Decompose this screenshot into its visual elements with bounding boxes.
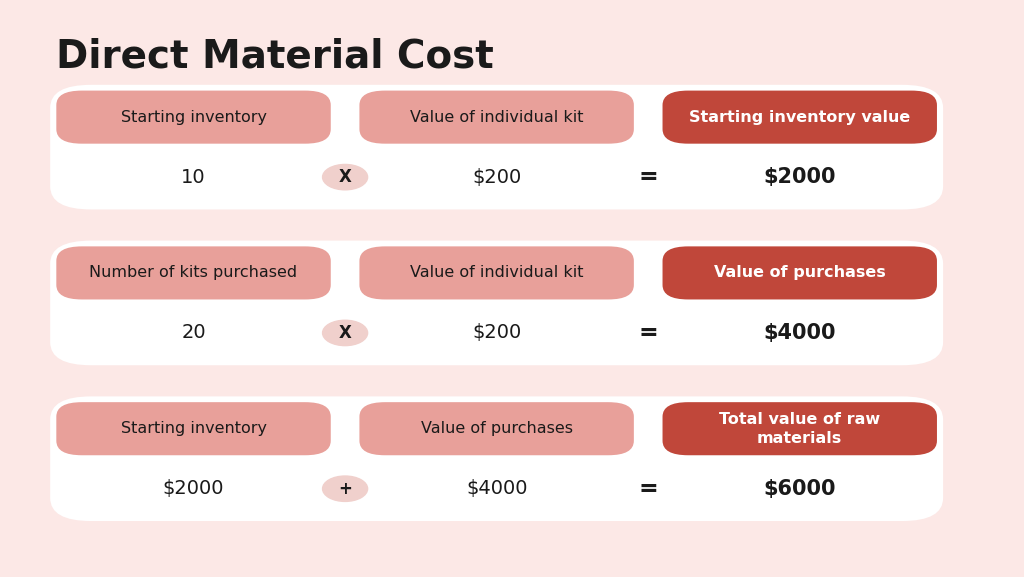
Text: =: = [638, 477, 658, 501]
Circle shape [323, 320, 368, 346]
Text: Starting inventory value: Starting inventory value [689, 110, 910, 125]
Text: Total value of raw
materials: Total value of raw materials [719, 412, 881, 445]
FancyBboxPatch shape [663, 246, 937, 299]
Text: Number of kits purchased: Number of kits purchased [89, 265, 298, 280]
FancyBboxPatch shape [56, 91, 331, 144]
Text: Value of purchases: Value of purchases [714, 265, 886, 280]
Text: +: + [338, 479, 352, 498]
Text: Direct Material Cost: Direct Material Cost [56, 38, 494, 76]
Text: $200: $200 [472, 324, 521, 342]
FancyBboxPatch shape [359, 246, 634, 299]
FancyBboxPatch shape [663, 91, 937, 144]
Text: $200: $200 [472, 168, 521, 186]
Text: Value of individual kit: Value of individual kit [410, 110, 584, 125]
Text: Value of individual kit: Value of individual kit [410, 265, 584, 280]
FancyBboxPatch shape [359, 402, 634, 455]
FancyBboxPatch shape [56, 246, 331, 299]
Text: =: = [638, 321, 658, 345]
Text: X: X [339, 324, 351, 342]
FancyBboxPatch shape [663, 402, 937, 455]
Text: X: X [339, 168, 351, 186]
FancyBboxPatch shape [359, 91, 634, 144]
Text: 20: 20 [181, 324, 206, 342]
Text: =: = [638, 165, 658, 189]
Text: Value of purchases: Value of purchases [421, 421, 572, 436]
FancyBboxPatch shape [56, 402, 331, 455]
Circle shape [323, 476, 368, 501]
Text: $2000: $2000 [764, 167, 836, 187]
Circle shape [323, 164, 368, 190]
FancyBboxPatch shape [50, 85, 943, 209]
Text: $4000: $4000 [466, 479, 527, 498]
Text: 10: 10 [181, 168, 206, 186]
Text: $2000: $2000 [163, 479, 224, 498]
Text: $6000: $6000 [764, 479, 836, 499]
Text: Starting inventory: Starting inventory [121, 421, 266, 436]
FancyBboxPatch shape [50, 241, 943, 365]
Text: Starting inventory: Starting inventory [121, 110, 266, 125]
FancyBboxPatch shape [50, 396, 943, 521]
Text: $4000: $4000 [764, 323, 836, 343]
